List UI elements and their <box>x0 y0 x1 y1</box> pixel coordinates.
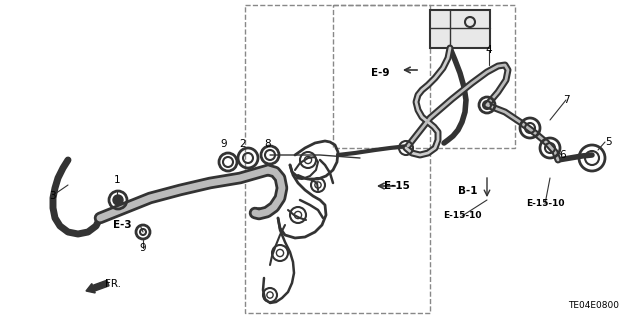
Text: 1: 1 <box>114 175 120 185</box>
Bar <box>245 5 430 313</box>
Circle shape <box>113 195 123 205</box>
Text: B-1: B-1 <box>458 186 477 196</box>
Text: FR.: FR. <box>105 279 121 289</box>
Text: E-15-10: E-15-10 <box>443 211 481 220</box>
Text: 8: 8 <box>265 139 271 149</box>
Text: 3: 3 <box>49 191 55 201</box>
Text: E-15: E-15 <box>384 181 410 191</box>
Text: E-9: E-9 <box>371 68 390 78</box>
Text: 6: 6 <box>560 150 566 160</box>
Text: 2: 2 <box>240 139 246 149</box>
Text: 5: 5 <box>605 137 611 147</box>
Text: 9: 9 <box>221 139 227 149</box>
Text: E-3: E-3 <box>113 220 132 230</box>
Text: E-15-10: E-15-10 <box>525 199 564 209</box>
FancyArrow shape <box>86 280 109 293</box>
Bar <box>430 10 490 48</box>
Text: 7: 7 <box>563 95 570 105</box>
Text: 4: 4 <box>486 45 492 55</box>
Text: 9: 9 <box>140 243 147 253</box>
Bar <box>333 5 515 148</box>
Text: TE04E0800: TE04E0800 <box>568 300 620 309</box>
